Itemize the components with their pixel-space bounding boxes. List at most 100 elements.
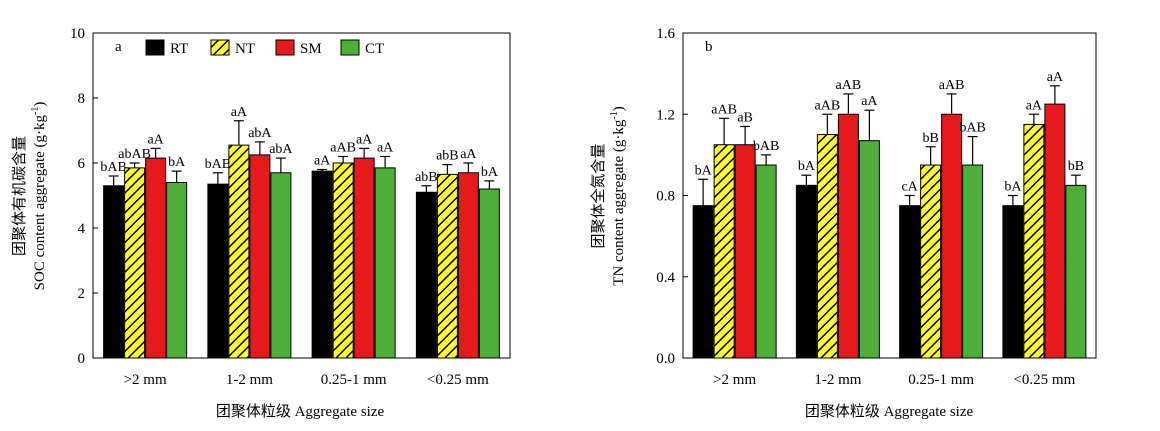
significance-label: aAB (939, 78, 965, 93)
bar-sm (941, 113, 963, 359)
panel-b-y-axis-title-en-main: TN content aggregate (g·kg (611, 119, 627, 286)
legend: RT NT SM CT (145, 39, 384, 57)
bar-nt (436, 173, 458, 359)
bar-rt (311, 170, 333, 359)
y-tick-label: 1.2 (656, 107, 675, 123)
significance-label: abB (436, 149, 459, 164)
bar-ct (858, 140, 880, 359)
panel-a-y-axis: 0 2 4 6 8 10 (70, 26, 98, 367)
x-tick-label: >2 mm (713, 372, 756, 388)
panel-a-y-axis-title-en: SOC content aggregate (g·kg-1) (30, 102, 48, 291)
legend-swatch-nt (210, 39, 230, 56)
legend-swatch-ct (340, 39, 360, 56)
panel-b-y-axis-title-sup: -1 (609, 111, 620, 119)
bar-nt (713, 144, 735, 359)
panel-b-label: b (705, 39, 713, 55)
significance-label: bA (1004, 180, 1022, 195)
significance-label: aB (737, 110, 753, 125)
significance-label: aA (147, 132, 164, 147)
y-tick-label: 10 (70, 26, 85, 42)
y-tick-label: 2 (78, 286, 86, 302)
bar-nt (920, 164, 942, 359)
legend-label-nt: NT (235, 41, 255, 57)
bar-sm (353, 157, 375, 359)
y-tick-label: 8 (78, 91, 86, 107)
bar-rt (899, 205, 921, 359)
significance-label: aA (460, 147, 477, 162)
significance-label: aAB (836, 78, 862, 93)
legend-label-rt: RT (170, 41, 188, 57)
significance-label: aA (1026, 98, 1043, 113)
significance-label: abAB (118, 147, 151, 162)
significance-label: bAB (100, 160, 126, 175)
x-tick-label: >2 mm (124, 372, 167, 388)
significance-label: bAB (753, 139, 779, 154)
significance-label: aA (861, 94, 878, 109)
panel-a-x-axis-title: 团聚体粒级 Aggregate size (216, 403, 385, 420)
panel-b-x-axis: >2 mm 1-2 mm 0.25-1 mm <0.25 mm (713, 372, 1076, 388)
panel-a-label: a (115, 39, 122, 55)
significance-label: cA (901, 180, 918, 195)
bar-sm (734, 144, 756, 359)
bar-ct (166, 182, 188, 359)
x-tick-label: <0.25 mm (1013, 372, 1075, 388)
significance-label: aA (356, 132, 373, 147)
panel-a-plot-frame (92, 32, 511, 359)
significance-label: bAB (205, 157, 231, 172)
significance-label: bA (798, 159, 816, 174)
bar-rt (692, 205, 714, 359)
legend-swatch-rt (145, 39, 165, 56)
bar-ct (755, 164, 777, 359)
significance-label: bAB (959, 121, 985, 136)
bar-nt (228, 144, 250, 359)
significance-label: aAB (711, 102, 737, 117)
bar-nt (124, 167, 146, 359)
panel-b-y-axis-title-cn: 团聚体全氮含量 (589, 143, 607, 248)
bar-nt (816, 134, 838, 359)
bar-rt (207, 183, 229, 359)
significance-label: abA (269, 142, 293, 157)
x-tick-label: 1-2 mm (226, 372, 273, 388)
panel-a-y-axis-title-cn: 团聚体有机碳含量 (11, 136, 28, 256)
significance-label: bA (695, 163, 713, 178)
significance-label: aAB (815, 98, 841, 113)
bar-sm (837, 113, 859, 359)
bar-sm (249, 154, 271, 359)
significance-label: aAB (330, 141, 356, 156)
significance-label: abB (415, 170, 438, 185)
significance-label: bB (922, 131, 938, 146)
bar-nt (1023, 123, 1045, 359)
significance-label: aA (231, 105, 248, 120)
x-tick-label: 1-2 mm (814, 372, 861, 388)
panel-b-y-axis-title-en: TN content aggregate (g·kg-1) (609, 106, 627, 286)
bar-ct (478, 188, 500, 359)
significance-label: aA (377, 141, 394, 156)
panel-a-y-axis-title-end: ) (32, 102, 48, 107)
significance-label: bA (168, 155, 186, 170)
bar-rt (415, 191, 437, 359)
significance-label: aA (1047, 70, 1064, 85)
significance-label: bA (481, 165, 499, 180)
panel-b-tn-chart: b 0.0 0.4 0.8 1.2 1.6 >2 mm 1-2 mm 0.25-1 mm <0… (589, 26, 1097, 420)
x-tick-label: 0.25-1 mm (908, 372, 974, 388)
bar-ct (962, 164, 984, 359)
bar-ct (270, 172, 292, 359)
y-tick-label: 1.6 (656, 26, 675, 42)
panel-a-soc-chart: a 0 2 4 6 8 10 >2 mm 1-2 mm 0.25-1 mm <0.25 mm b… (11, 26, 511, 420)
panel-b-x-axis-title: 团聚体粒级 Aggregate size (805, 403, 974, 420)
bar-rt (1002, 205, 1024, 359)
bar-sm (1044, 103, 1066, 359)
x-tick-label: 0.25-1 mm (321, 372, 387, 388)
panel-a-y-axis-title-sup: -1 (30, 107, 41, 115)
legend-label-ct: CT (365, 41, 384, 57)
legend-swatch-sm (275, 39, 295, 56)
y-tick-label: 0.8 (656, 189, 675, 205)
bar-rt (795, 184, 817, 359)
y-tick-label: 4 (78, 221, 86, 237)
significance-label: aA (314, 154, 331, 169)
panel-b-y-axis: 0.0 0.4 0.8 1.2 1.6 (656, 26, 688, 367)
y-tick-label: 6 (78, 156, 86, 172)
y-tick-label: 0 (78, 351, 86, 367)
